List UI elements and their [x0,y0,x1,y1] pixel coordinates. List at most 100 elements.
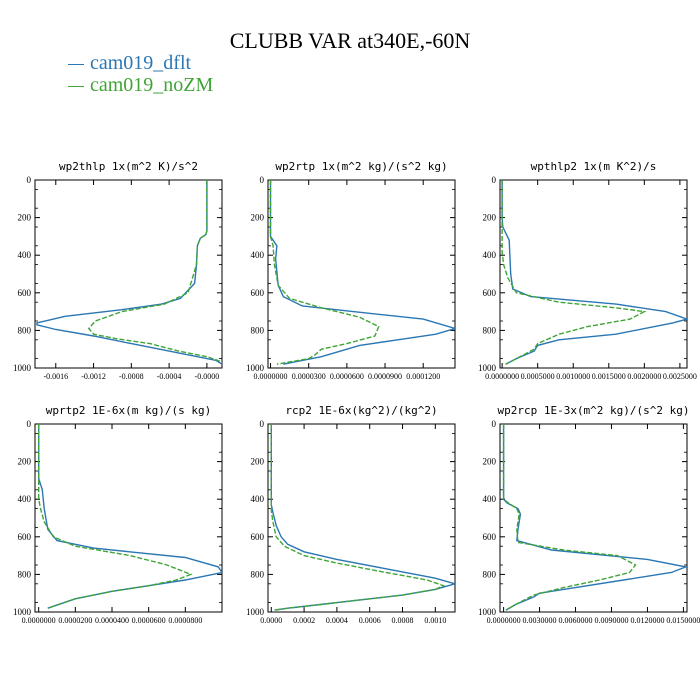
plot-title-4: wprtp2 1E-6x(m kg)/(s kg) [46,404,212,417]
y-tick-label: 600 [251,288,265,298]
x-tick-label: 0.0005000 [521,372,555,381]
legend-entry-nozm: cam019_noZM [68,74,213,97]
x-tick-label: -0.0012 [81,372,106,381]
series-line-cam019_noZM-plot-6 [502,424,637,611]
y-tick-label: 0 [260,175,265,185]
y-tick-label: 400 [251,494,265,504]
x-tick-label: -0.0004 [157,372,182,381]
y-tick-label: 600 [18,288,32,298]
x-tick-label: -0.0008 [119,372,144,381]
y-tick-label: 800 [18,569,32,579]
y-tick-label: 200 [251,213,265,223]
series-line-cam019_noZM-plot-3 [501,180,647,365]
legend-swatch-dflt [68,63,84,65]
plot-frame-1 [34,179,223,369]
y-tick-label: 0 [492,175,497,185]
x-tick-label: 0.0001200 [406,372,440,381]
y-tick-label: 600 [483,288,497,298]
y-tick-label: 800 [483,325,497,335]
plot-title-3: wpthlp2 1x(m K^2)/s [531,160,657,173]
x-tick-label: 0.0000000 [254,372,288,381]
x-tick-label: -0.0016 [43,372,68,381]
series-line-cam019_dflt-plot-6 [502,424,687,611]
series-line-cam019_dflt-plot-1 [36,180,222,365]
y-tick-label: 200 [483,213,497,223]
x-tick-label: 0.0000200 [58,616,92,625]
x-tick-label: 0.0002 [293,616,315,625]
y-tick-label: 1000 [478,607,497,617]
plot-title-5: rcp2 1E-6x(kg^2)/(kg^2) [285,404,437,417]
plot-title-6: wp2rcp 1E-3x(m^2 kg)/(s^2 kg) [497,404,689,417]
plot-frame-3 [499,179,688,369]
series-line-cam019_dflt-plot-4 [38,424,222,609]
y-tick-label: 0 [27,175,32,185]
x-tick-label: 0.0006 [359,616,381,625]
series-line-cam019_noZM-plot-4 [38,424,193,609]
y-tick-label: 600 [251,532,265,542]
x-tick-label: 0.0060000 [559,616,593,625]
legend-swatch-nozm [68,85,84,87]
y-tick-label: 600 [483,532,497,542]
x-tick-label: 0.0030000 [523,616,557,625]
y-tick-label: 800 [18,325,32,335]
y-tick-label: 1000 [13,607,32,617]
x-tick-label: 0.0000400 [95,616,129,625]
y-tick-label: 1000 [478,363,497,373]
y-tick-label: 400 [483,250,497,260]
x-tick-label: 0.0010000 [556,372,590,381]
x-tick-label: 0.0000900 [368,372,402,381]
legend-label-nozm: cam019_noZM [90,74,214,96]
x-tick-label: 0.0000000 [487,616,521,625]
legend-entry-dflt: cam019_dflt [68,52,191,75]
y-tick-label: 400 [251,250,265,260]
x-tick-label: 0.0000300 [292,372,326,381]
series-line-cam019_dflt-plot-3 [501,180,687,365]
y-tick-label: 600 [18,532,32,542]
y-tick-label: 200 [18,457,32,467]
y-tick-label: 400 [18,250,32,260]
y-tick-label: 800 [251,569,265,579]
y-tick-label: 200 [18,213,32,223]
plot-frame-4 [34,423,223,613]
y-tick-label: 1000 [246,607,265,617]
x-tick-label: 0.0008 [392,616,414,625]
x-tick-label: 0.0090000 [594,616,628,625]
plot-frame-6 [499,423,688,613]
x-tick-label: 0.0010 [424,616,446,625]
plot-title-1: wp2thlp 1x(m^2 K)/s^2 [59,160,198,173]
plot-title-2: wp2rtp 1x(m^2 kg)/(s^2 kg) [275,160,447,173]
x-tick-label: 0.0015000 [592,372,626,381]
x-tick-label: 0.0000800 [168,616,202,625]
y-tick-label: 0 [27,419,32,429]
y-tick-label: 0 [492,419,497,429]
series-line-cam019_dflt-plot-5 [270,424,455,611]
plot-frame-2 [267,179,456,369]
x-tick-label: 0.0000000 [22,616,56,625]
x-tick-label: 0.0025000 [663,372,697,381]
x-tick-label: 0.0020000 [627,372,661,381]
plot-frame-5 [267,423,456,613]
y-tick-label: 1000 [246,363,265,373]
y-tick-label: 200 [483,457,497,467]
series-line-cam019_noZM-plot-2 [269,180,380,365]
x-tick-label: 0.0004 [326,616,348,625]
series-line-cam019_noZM-plot-5 [270,424,446,611]
y-tick-label: 800 [483,569,497,579]
x-tick-label: 0.0000 [260,616,282,625]
x-tick-label: 0.0150000 [666,616,700,625]
legend-label-dflt: cam019_dflt [90,52,192,74]
x-tick-label: 0.0120000 [630,616,664,625]
x-tick-label: -0.0000 [195,372,220,381]
y-tick-label: 400 [483,494,497,504]
x-tick-label: 0.0000600 [330,372,364,381]
y-tick-label: 800 [251,325,265,335]
x-tick-label: 0.0000600 [132,616,166,625]
series-line-cam019_dflt-plot-2 [269,180,455,365]
y-tick-label: 1000 [13,363,32,373]
x-tick-label: 0.0000000 [485,372,519,381]
y-tick-label: 200 [251,457,265,467]
y-tick-label: 0 [260,419,265,429]
series-line-cam019_noZM-plot-1 [87,180,222,364]
y-tick-label: 400 [18,494,32,504]
